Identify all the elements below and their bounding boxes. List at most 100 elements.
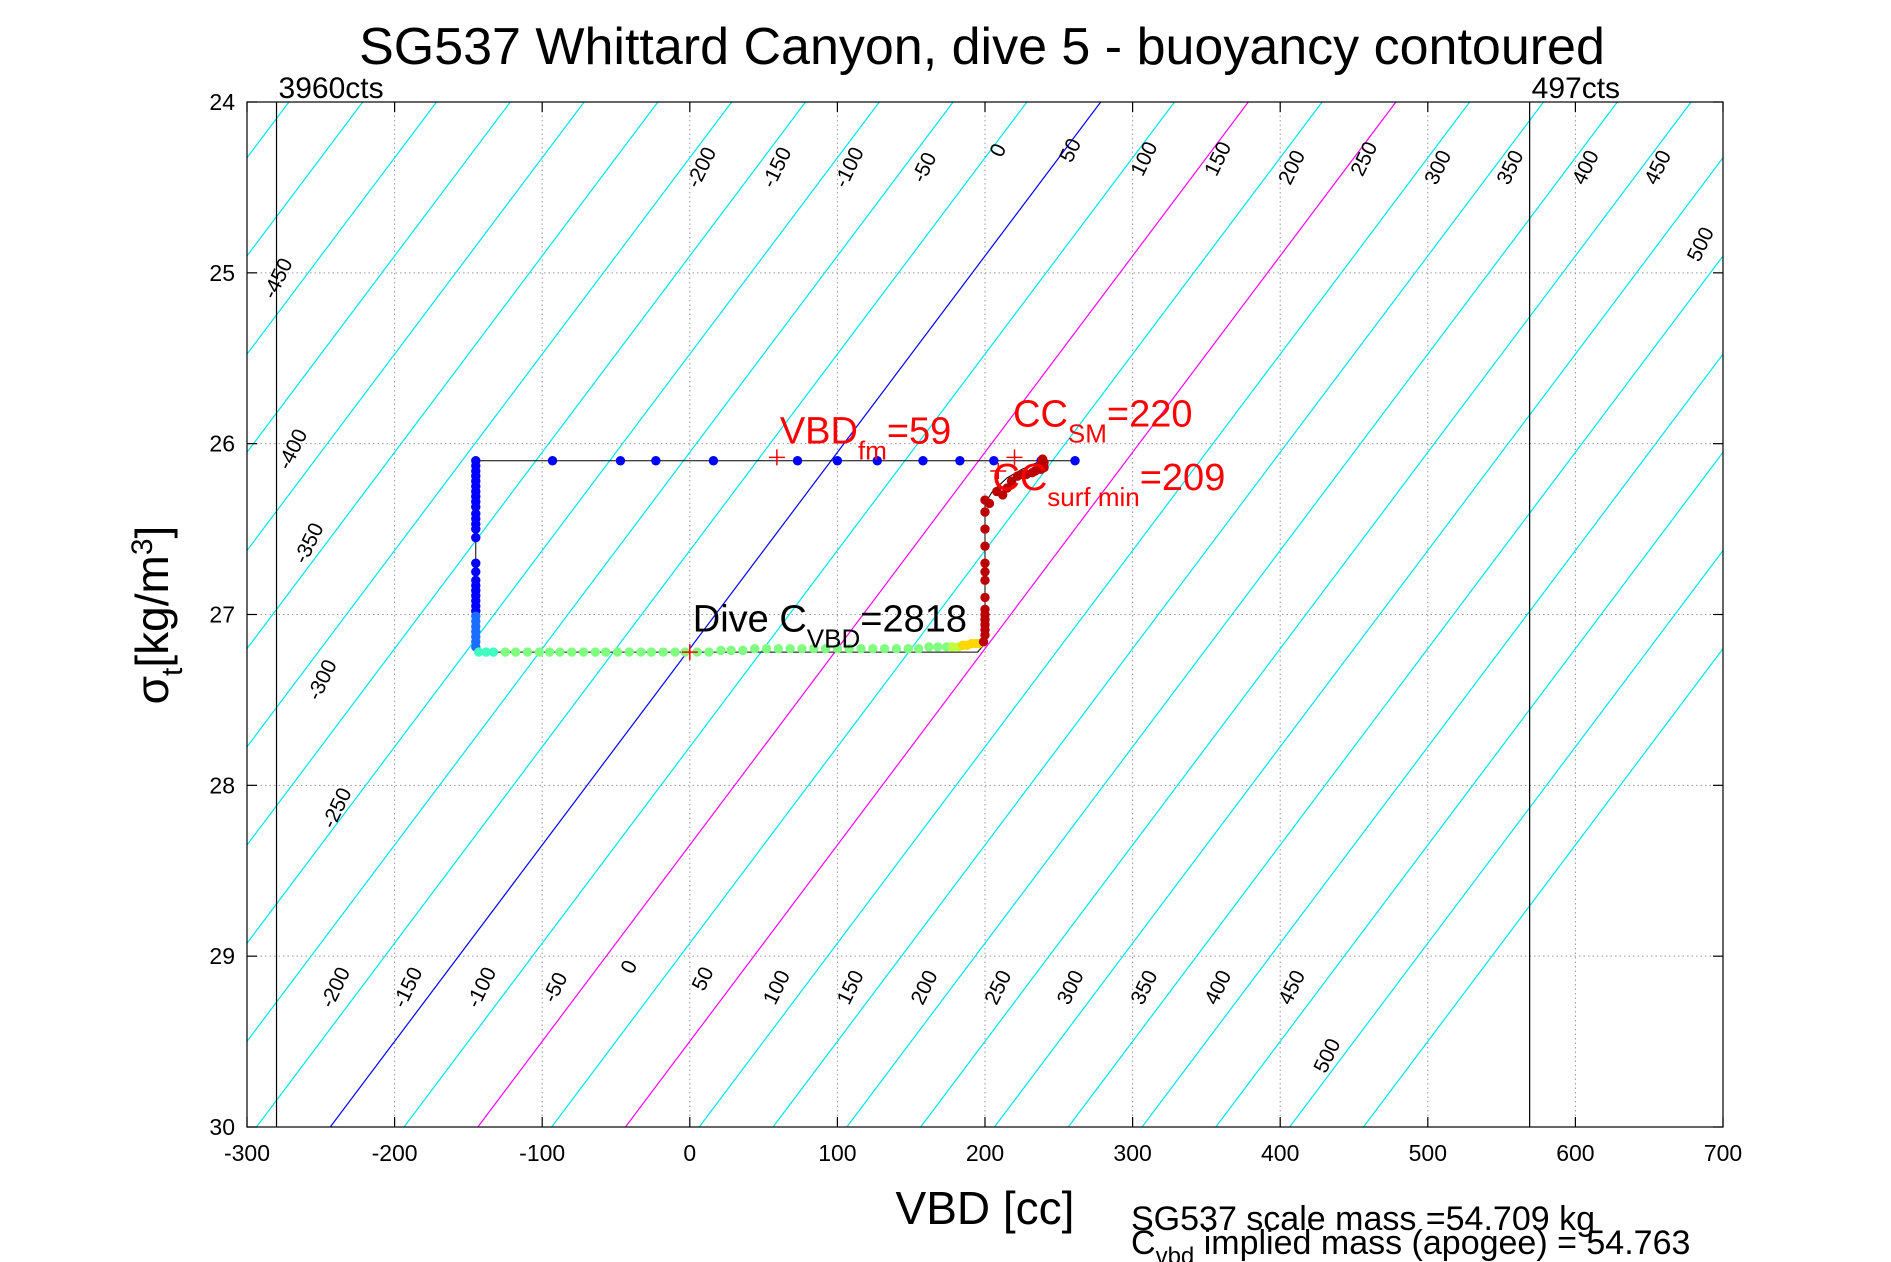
contour-line	[1067, 254, 1723, 1127]
data-point	[500, 647, 510, 657]
contour-line	[403, 102, 1175, 1127]
data-point	[471, 558, 481, 568]
x-tick-label: 0	[683, 1140, 696, 1166]
annotation-label: VBDfm=59	[780, 411, 952, 466]
contour-label: 200	[1274, 147, 1310, 189]
x-tick-label: -300	[224, 1140, 270, 1166]
data-point	[820, 643, 831, 654]
contour-line	[247, 102, 585, 552]
data-point	[955, 456, 965, 466]
y-tick-label: 26	[209, 431, 235, 457]
data-point	[1036, 464, 1046, 474]
data-point	[761, 643, 772, 654]
data-point	[879, 643, 890, 654]
data-point	[578, 647, 589, 657]
contour-line	[1289, 549, 1723, 1127]
contour-label: 250	[980, 967, 1016, 1009]
data-point	[471, 532, 481, 543]
data-point	[844, 643, 854, 654]
contour-label: 250	[1346, 138, 1382, 180]
data-point	[797, 643, 807, 654]
data-point	[750, 643, 760, 654]
data-point	[913, 643, 924, 654]
contour-label: -100	[462, 964, 501, 1012]
contour-label: 300	[1053, 967, 1089, 1009]
data-point	[651, 456, 661, 466]
annotation-label: Dive CVBD=2818	[693, 599, 967, 654]
chart-title: SG537 Whittard Canyon, dive 5 - buoyancy…	[359, 18, 1605, 76]
footer-scale-mass: SG537 scale mass =54.709 kg	[1131, 1200, 1595, 1238]
data-point	[1002, 483, 1012, 493]
data-point	[980, 604, 990, 615]
contour-label: 150	[1200, 138, 1236, 180]
contour-label: -300	[303, 656, 342, 704]
contour-label: 350	[1126, 967, 1162, 1009]
contour-line	[1215, 451, 1723, 1127]
data-point	[903, 643, 913, 654]
contour-line	[247, 102, 659, 650]
contour-line	[477, 102, 1249, 1127]
data-point	[868, 643, 878, 654]
data-point	[933, 642, 943, 652]
data-point	[809, 643, 819, 654]
annotation-label: CCSM=220	[1013, 394, 1192, 449]
data-point	[989, 456, 999, 466]
x-tick-label: 200	[966, 1140, 1004, 1166]
buoyancy-contours	[0, 102, 1723, 1127]
contour-label: 50	[688, 963, 719, 994]
contour-line	[920, 102, 1692, 1127]
data-point	[980, 524, 990, 534]
data-point	[670, 647, 680, 657]
data-point	[471, 524, 481, 534]
contour-line	[247, 102, 880, 945]
contour-label: 400	[1568, 147, 1604, 189]
data-point	[980, 592, 990, 603]
data-point	[832, 643, 843, 654]
contour-line	[247, 102, 511, 454]
data-point	[534, 647, 544, 657]
data-point	[980, 507, 990, 517]
contour-line	[624, 102, 1397, 1127]
contour-line	[247, 102, 954, 1043]
contour-label: 150	[833, 967, 869, 1009]
contour-line	[0, 102, 141, 1127]
contour-label: -50	[539, 969, 573, 1006]
data-point	[891, 643, 902, 654]
footer-implied-mass: Cvbd implied mass (apogee) = 54.763	[1131, 1224, 1690, 1262]
data-point	[704, 647, 714, 657]
data-point	[998, 490, 1008, 500]
data-point	[624, 647, 634, 657]
data-point	[636, 647, 646, 657]
markers	[681, 449, 1023, 661]
data-point	[488, 647, 499, 657]
y-tick-label: 27	[209, 602, 235, 628]
x-tick-label: -100	[519, 1140, 565, 1166]
x-tick-label: 700	[1704, 1140, 1742, 1166]
contour-line	[551, 102, 1323, 1127]
contour-label: -250	[318, 784, 357, 832]
contour-line	[247, 102, 364, 257]
data-point	[856, 643, 866, 654]
y-tick-label: 25	[209, 260, 235, 286]
contour-label: -400	[273, 425, 312, 473]
x-tick-label: 500	[1409, 1140, 1447, 1166]
data-point	[785, 643, 795, 654]
data-point	[555, 647, 565, 657]
data-point	[980, 567, 990, 577]
contour-label: 50	[1055, 135, 1086, 166]
data-point	[924, 642, 934, 652]
data-point	[547, 456, 558, 466]
contour-line	[247, 102, 806, 847]
contour-line	[247, 102, 437, 356]
dive-points	[471, 454, 1080, 657]
contour-label: -50	[908, 149, 942, 186]
plus-marker	[990, 463, 1007, 479]
x-tick-label: 300	[1113, 1140, 1151, 1166]
data-point	[600, 647, 611, 657]
vbd-limit-lines: 3960cts 497cts	[275, 72, 1620, 1127]
data-point	[471, 567, 481, 577]
data-point	[522, 647, 533, 657]
data-point	[615, 456, 626, 466]
data-point	[708, 456, 719, 466]
